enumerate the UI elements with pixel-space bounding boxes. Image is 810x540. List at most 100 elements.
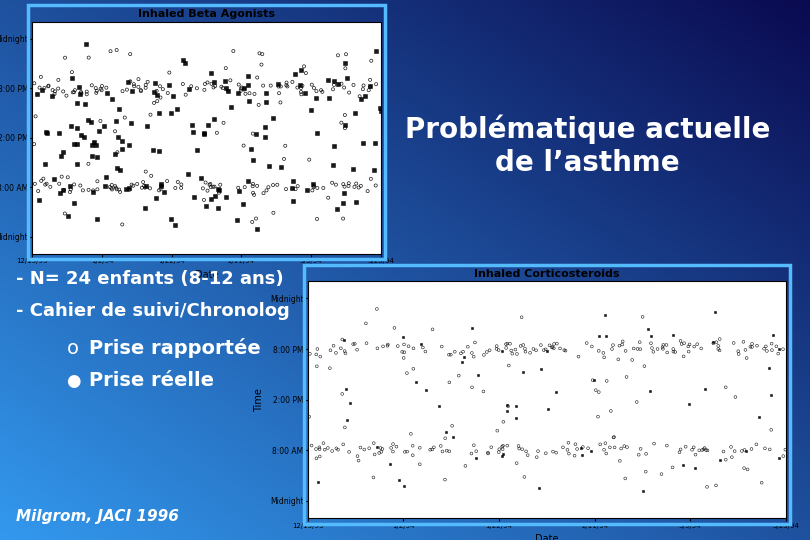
Point <box>138 181 151 190</box>
Point <box>260 89 273 97</box>
Point <box>322 94 335 103</box>
Point <box>175 180 188 189</box>
Point <box>606 345 619 353</box>
Point <box>501 402 514 410</box>
Point <box>257 189 270 198</box>
Text: - Cahier de suivi/Chronolog: - Cahier de suivi/Chronolog <box>16 302 290 320</box>
Point <box>40 127 53 136</box>
Point <box>139 167 152 176</box>
Point <box>246 182 259 191</box>
Point <box>381 341 394 350</box>
Point <box>47 175 60 184</box>
Point <box>123 141 136 150</box>
Point <box>87 139 100 147</box>
Point <box>90 86 103 95</box>
Point <box>373 104 386 113</box>
Point <box>156 85 169 93</box>
Point <box>639 467 652 476</box>
Point <box>295 87 308 96</box>
Point <box>303 156 316 164</box>
Point <box>667 345 680 353</box>
Point <box>580 339 593 347</box>
Point <box>407 451 420 460</box>
Point <box>183 85 196 93</box>
Point <box>154 93 167 102</box>
Point <box>669 348 682 356</box>
Point <box>371 443 384 452</box>
Point <box>385 443 398 452</box>
Point <box>75 89 88 98</box>
Point <box>46 86 59 94</box>
Point <box>204 195 217 204</box>
Point <box>33 195 46 204</box>
Point <box>502 361 515 370</box>
Point <box>548 340 561 348</box>
Point <box>592 347 605 355</box>
Point <box>127 181 140 190</box>
Point <box>569 440 582 449</box>
Point <box>553 344 566 353</box>
Point <box>575 450 588 459</box>
Point <box>326 161 339 170</box>
Point <box>147 146 160 154</box>
Point <box>148 79 161 87</box>
Point <box>391 342 404 350</box>
Point <box>519 347 532 356</box>
Point <box>205 79 218 88</box>
Point <box>713 455 726 464</box>
Point <box>689 450 702 459</box>
Point <box>75 131 87 139</box>
Point <box>98 122 111 131</box>
Point <box>303 413 316 421</box>
Point <box>327 341 340 350</box>
Point <box>109 150 122 158</box>
Point <box>112 105 125 113</box>
Point <box>616 337 629 346</box>
Point <box>434 442 447 450</box>
Point <box>203 180 216 189</box>
Point <box>201 78 214 87</box>
Point <box>45 92 58 101</box>
Text: Problématique actuelle
de l’asthme: Problématique actuelle de l’asthme <box>404 115 770 177</box>
Point <box>364 56 377 65</box>
Point <box>266 113 279 122</box>
Point <box>139 84 152 92</box>
Point <box>685 446 698 454</box>
Point <box>256 50 269 58</box>
Point <box>175 184 188 192</box>
Point <box>396 333 409 342</box>
Point <box>211 129 224 137</box>
Point <box>179 90 192 99</box>
Point <box>640 449 653 458</box>
Point <box>39 159 52 168</box>
Point <box>29 112 42 120</box>
Point <box>330 444 343 453</box>
Point <box>485 443 498 451</box>
Point <box>339 111 352 119</box>
Point <box>300 69 313 77</box>
Point <box>452 372 465 380</box>
Point <box>116 137 129 145</box>
Point <box>347 80 360 89</box>
Point <box>234 84 247 93</box>
Point <box>309 93 322 102</box>
Point <box>354 443 367 452</box>
Point <box>311 345 324 353</box>
Point <box>376 444 389 453</box>
Point <box>330 180 343 189</box>
Point <box>491 427 504 435</box>
Point <box>68 86 81 94</box>
Point <box>731 347 744 355</box>
Point <box>388 323 401 332</box>
Point <box>745 342 758 351</box>
Point <box>504 340 517 348</box>
Point <box>67 199 80 207</box>
Point <box>116 220 129 229</box>
Point <box>271 80 284 89</box>
Point <box>152 186 165 194</box>
Point <box>351 346 364 354</box>
Point <box>496 451 509 460</box>
Point <box>53 179 66 188</box>
Point <box>100 173 113 181</box>
Point <box>637 487 650 496</box>
